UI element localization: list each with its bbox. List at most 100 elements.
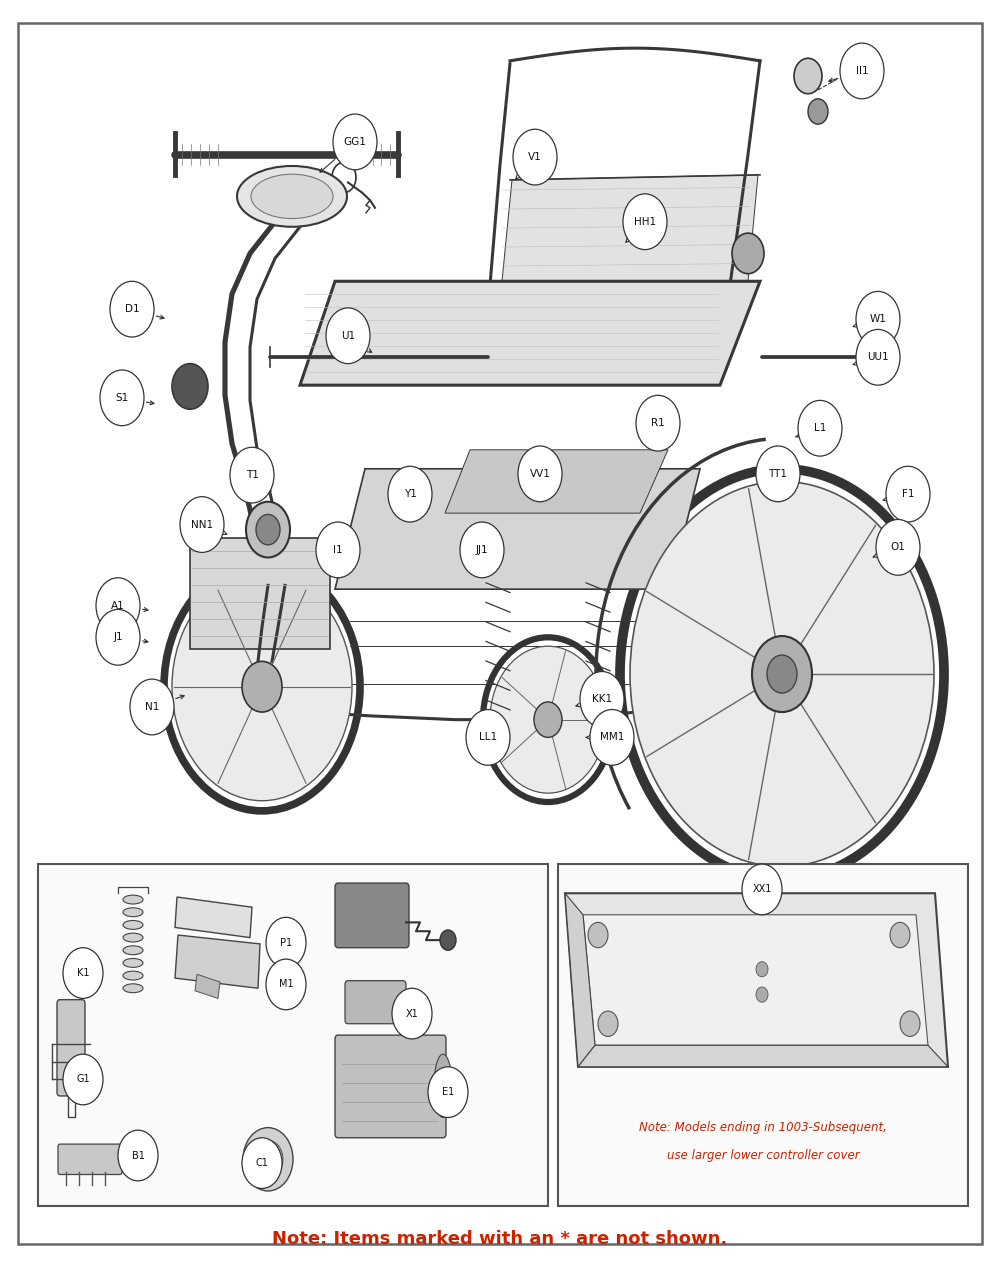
Circle shape bbox=[266, 917, 306, 968]
Text: L1: L1 bbox=[814, 423, 826, 433]
Ellipse shape bbox=[237, 166, 347, 227]
Text: P1: P1 bbox=[280, 938, 292, 948]
Text: TT1: TT1 bbox=[768, 469, 788, 479]
Circle shape bbox=[636, 395, 680, 451]
Polygon shape bbox=[175, 935, 260, 988]
Circle shape bbox=[392, 988, 432, 1039]
Text: E1: E1 bbox=[442, 1087, 454, 1097]
Circle shape bbox=[246, 502, 290, 557]
Circle shape bbox=[243, 1128, 293, 1191]
Polygon shape bbox=[583, 915, 928, 1045]
Circle shape bbox=[598, 1011, 618, 1036]
Text: W1: W1 bbox=[870, 314, 886, 324]
Polygon shape bbox=[565, 893, 595, 1067]
Circle shape bbox=[460, 522, 504, 578]
Circle shape bbox=[752, 636, 812, 712]
Text: J1: J1 bbox=[113, 632, 123, 642]
Ellipse shape bbox=[123, 983, 143, 993]
Circle shape bbox=[742, 864, 782, 915]
Circle shape bbox=[440, 930, 456, 950]
Circle shape bbox=[130, 679, 174, 735]
Circle shape bbox=[623, 194, 667, 250]
Text: UU1: UU1 bbox=[867, 352, 889, 362]
FancyBboxPatch shape bbox=[335, 1035, 446, 1138]
Circle shape bbox=[856, 291, 900, 347]
Text: O1: O1 bbox=[891, 542, 905, 552]
Circle shape bbox=[490, 646, 606, 793]
Circle shape bbox=[756, 446, 800, 502]
Text: GG1: GG1 bbox=[344, 137, 366, 147]
Text: II1: II1 bbox=[856, 66, 868, 76]
Polygon shape bbox=[300, 281, 760, 385]
Text: N1: N1 bbox=[145, 702, 159, 712]
Circle shape bbox=[326, 308, 370, 364]
Text: T1: T1 bbox=[246, 470, 258, 480]
Circle shape bbox=[256, 514, 280, 545]
FancyBboxPatch shape bbox=[345, 981, 406, 1024]
Circle shape bbox=[266, 959, 306, 1010]
Circle shape bbox=[63, 1054, 103, 1105]
Text: U1: U1 bbox=[341, 331, 355, 341]
Circle shape bbox=[333, 114, 377, 170]
Polygon shape bbox=[578, 1045, 948, 1067]
Polygon shape bbox=[190, 538, 330, 649]
Ellipse shape bbox=[123, 933, 143, 943]
Circle shape bbox=[230, 447, 274, 503]
FancyBboxPatch shape bbox=[18, 23, 982, 1244]
Circle shape bbox=[876, 519, 920, 575]
Circle shape bbox=[630, 481, 934, 867]
Ellipse shape bbox=[123, 945, 143, 955]
Polygon shape bbox=[195, 974, 220, 998]
Ellipse shape bbox=[123, 920, 143, 930]
Text: KK1: KK1 bbox=[592, 694, 612, 704]
Circle shape bbox=[590, 710, 634, 765]
Text: B1: B1 bbox=[132, 1150, 144, 1161]
FancyBboxPatch shape bbox=[58, 1144, 122, 1175]
FancyBboxPatch shape bbox=[558, 864, 968, 1206]
Text: R1: R1 bbox=[651, 418, 665, 428]
Circle shape bbox=[900, 1011, 920, 1036]
Circle shape bbox=[172, 364, 208, 409]
Text: HH1: HH1 bbox=[634, 217, 656, 227]
Polygon shape bbox=[335, 469, 700, 589]
Text: F1: F1 bbox=[902, 489, 914, 499]
Text: X1: X1 bbox=[406, 1009, 418, 1019]
Circle shape bbox=[118, 1130, 158, 1181]
Circle shape bbox=[63, 948, 103, 998]
Ellipse shape bbox=[123, 958, 143, 968]
Circle shape bbox=[890, 922, 910, 948]
Circle shape bbox=[100, 370, 144, 426]
Text: NN1: NN1 bbox=[191, 519, 213, 530]
Circle shape bbox=[428, 1067, 468, 1117]
Circle shape bbox=[767, 655, 797, 693]
Circle shape bbox=[840, 43, 884, 99]
Circle shape bbox=[798, 400, 842, 456]
Ellipse shape bbox=[251, 175, 333, 218]
Circle shape bbox=[388, 466, 432, 522]
Text: S1: S1 bbox=[115, 393, 129, 403]
Circle shape bbox=[253, 1140, 283, 1178]
Circle shape bbox=[96, 609, 140, 665]
Circle shape bbox=[756, 987, 768, 1002]
Text: use larger lower controller cover: use larger lower controller cover bbox=[667, 1149, 859, 1162]
Polygon shape bbox=[502, 175, 758, 281]
Circle shape bbox=[466, 710, 510, 765]
Text: D1: D1 bbox=[125, 304, 139, 314]
Ellipse shape bbox=[123, 895, 143, 905]
Circle shape bbox=[316, 522, 360, 578]
Text: I1: I1 bbox=[333, 545, 343, 555]
Circle shape bbox=[110, 281, 154, 337]
Ellipse shape bbox=[434, 1054, 452, 1117]
Polygon shape bbox=[175, 897, 252, 938]
FancyBboxPatch shape bbox=[38, 864, 548, 1206]
Circle shape bbox=[756, 962, 768, 977]
Circle shape bbox=[518, 446, 562, 502]
FancyBboxPatch shape bbox=[335, 883, 409, 948]
Text: A1: A1 bbox=[111, 601, 125, 611]
Text: JJ1: JJ1 bbox=[476, 545, 488, 555]
Text: MM1: MM1 bbox=[600, 732, 624, 742]
Text: VV1: VV1 bbox=[530, 469, 550, 479]
Polygon shape bbox=[565, 893, 948, 1067]
Text: Note: Items marked with an * are not shown.: Note: Items marked with an * are not sho… bbox=[272, 1230, 728, 1248]
Circle shape bbox=[96, 578, 140, 634]
